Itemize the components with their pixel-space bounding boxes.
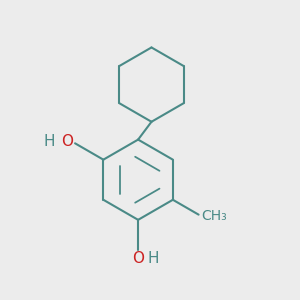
- Text: O: O: [132, 251, 144, 266]
- Text: CH₃: CH₃: [201, 209, 227, 223]
- Text: H: H: [43, 134, 55, 149]
- Text: O: O: [61, 134, 73, 149]
- Text: H: H: [148, 251, 159, 266]
